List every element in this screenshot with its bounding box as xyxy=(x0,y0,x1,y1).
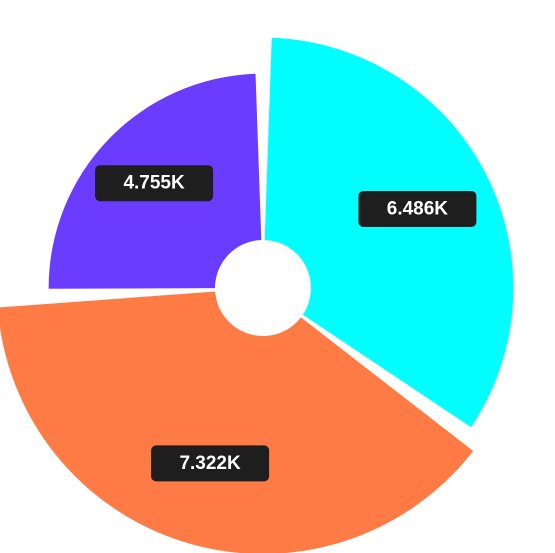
pie-slice-2[interactable] xyxy=(0,291,474,553)
slice-value-label: 4.755K xyxy=(123,173,185,194)
slice-label-box xyxy=(151,445,270,482)
pie-slice-1[interactable] xyxy=(264,37,514,428)
slice-value-label: 6.486K xyxy=(387,198,449,219)
slice-label-3: 4.755K xyxy=(95,165,214,202)
slice-value-label: 7.322K xyxy=(179,453,241,474)
slice-label-box xyxy=(95,165,214,202)
slice-label-1: 6.486K xyxy=(358,190,477,227)
slice-label-2: 7.322K xyxy=(151,445,270,482)
slice-label-box xyxy=(358,190,477,227)
